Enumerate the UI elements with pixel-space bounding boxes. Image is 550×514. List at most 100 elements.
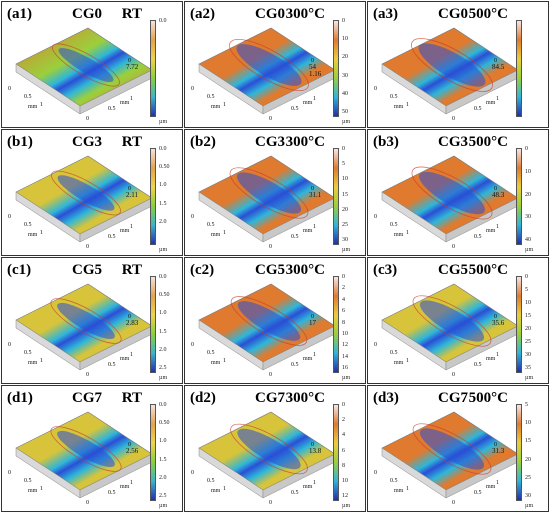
axis-tick-label: 0 <box>8 470 11 476</box>
sample-name: CG0 <box>255 6 285 22</box>
axis-tick-label: 1 <box>406 358 409 364</box>
scale-unit: µm <box>525 375 534 381</box>
axis-tick-label: mm <box>394 232 404 238</box>
scale-tick: 40 <box>342 90 348 97</box>
surface-plot <box>15 283 153 371</box>
wear-track-rim <box>50 426 122 472</box>
axis-tick-label: 0.5 <box>207 478 215 484</box>
scale-tick: 10 <box>525 420 531 427</box>
axis-tick-label: mm <box>211 232 221 238</box>
wear-track-rim <box>412 295 492 347</box>
scale-tick: 0 <box>525 274 528 280</box>
panel-label: (a1) <box>7 6 32 22</box>
z-zero-label: 0 <box>128 442 131 448</box>
scale-tick: 0.50 <box>159 420 170 427</box>
wear-track-rim <box>51 170 121 216</box>
axis-tick-label: 0 <box>8 86 11 92</box>
surface-plot <box>198 283 336 371</box>
panel-label: (a2) <box>190 6 215 22</box>
scale-tick: 0.50 <box>159 164 170 171</box>
scale-tick: 5 <box>342 161 345 168</box>
z-max-value: 2.83 <box>126 319 139 327</box>
axis-tick-label: mm <box>303 228 313 234</box>
panel-a1: (a1) CG0 RT 0.0 µm 7.72 0 0 0.5 1 mm 0 0.5 mm 1 <box>1 1 183 128</box>
condition-label: 500°C <box>468 390 508 406</box>
axis-tick-label: 0.5 <box>24 94 32 100</box>
scale-tick: 10 <box>342 477 348 484</box>
axis-tick-label: mm <box>303 356 313 362</box>
wear-track <box>419 171 485 215</box>
scale-unit: µm <box>525 503 534 509</box>
axis-tick-label: 0 <box>269 500 272 506</box>
scale-tick: 16 <box>342 365 348 371</box>
axis-tick-label: 1 <box>496 480 499 486</box>
wear-track-rim <box>229 39 309 91</box>
z-max-value: 7.72 <box>126 63 139 71</box>
axis-tick-label: 0 <box>191 214 194 220</box>
scale-tick: 4 <box>342 296 345 303</box>
color-scale-bar <box>516 276 522 373</box>
scale-tick: 20 <box>525 326 531 332</box>
scale-tick: 0.50 <box>159 292 170 299</box>
sample-name: CG5 <box>438 262 468 278</box>
panel-label: (d3) <box>373 390 399 406</box>
wear-track <box>57 302 115 340</box>
axis-tick-label: 0.5 <box>207 350 215 356</box>
panel-d3: (d3) CG7 500°C 5 10 15 20 25 30 µm 31.3 0 0 0.5 1 mm 0 0.… <box>367 385 549 512</box>
axis-tick-label: mm <box>394 104 404 110</box>
sample-name: CG3 <box>255 134 285 150</box>
scale-unit: µm <box>159 375 168 381</box>
color-scale-bar <box>150 404 156 501</box>
axis-tick-label: 0 <box>374 470 377 476</box>
axis-tick-label: 0 <box>8 214 11 220</box>
z-zero-label: 0 <box>128 186 131 192</box>
scale-unit: µm <box>342 503 351 509</box>
z-zero-label: 0 <box>128 314 131 320</box>
scale-tick: 10 <box>525 168 531 175</box>
wear-track <box>57 175 115 211</box>
scale-tick: 12 <box>342 493 348 499</box>
scale-tick: 1.5 <box>159 328 167 335</box>
z-zero-label: 0 <box>311 58 314 64</box>
panel-label: (c1) <box>7 262 32 278</box>
scale-tick: 2 <box>342 417 345 424</box>
wear-track <box>58 47 114 83</box>
scale-tick: 10 <box>342 176 348 183</box>
scale-tick: 0.0 <box>159 18 167 24</box>
axis-tick-label: 0 <box>191 470 194 476</box>
axis-tick-label: mm <box>303 100 313 106</box>
wear-track <box>419 428 485 470</box>
scale-unit: µm <box>159 503 168 509</box>
panel-a2: (a2) CG0 300°C 0 10 20 30 40 50 µm 54 1.16 0 0 0.5 1 mm 0… <box>184 1 366 128</box>
axis-tick-label: 1 <box>130 224 133 230</box>
scale-unit: µm <box>159 119 168 125</box>
sample-name: CG7 <box>438 390 468 406</box>
axis-tick-label: 0.5 <box>474 234 482 240</box>
axis-tick-label: mm <box>486 356 496 362</box>
scale-tick: 0 <box>342 402 345 408</box>
scale-tick: 8 <box>342 319 345 326</box>
axis-tick-label: mm <box>303 484 313 490</box>
z-zero-label: 0 <box>311 314 314 320</box>
surface-plot <box>15 155 153 243</box>
panel-label: (d1) <box>7 390 33 406</box>
axis-tick-label: mm <box>394 488 404 494</box>
panel-label: (d2) <box>190 390 216 406</box>
axis-tick-label: 1 <box>40 102 43 108</box>
scale-unit: µm <box>342 119 351 125</box>
scale-unit: µm <box>342 247 351 253</box>
scale-tick: 6 <box>342 308 345 315</box>
axis-tick-label: 0.5 <box>108 106 116 112</box>
scale-tick: 5 <box>525 402 528 408</box>
axis-tick-label: 1 <box>223 358 226 364</box>
scale-tick: 0 <box>342 274 345 280</box>
axis-tick-label: 0.5 <box>390 350 398 356</box>
axis-tick-label: 1 <box>223 102 226 108</box>
surface-plot <box>381 155 519 243</box>
scale-tick: 10 <box>342 330 348 337</box>
scale-tick: 35 <box>525 365 531 371</box>
axis-tick-label: 0 <box>269 244 272 250</box>
scale-tick: 2.0 <box>159 346 167 353</box>
axis-tick-label: 1 <box>40 358 43 364</box>
